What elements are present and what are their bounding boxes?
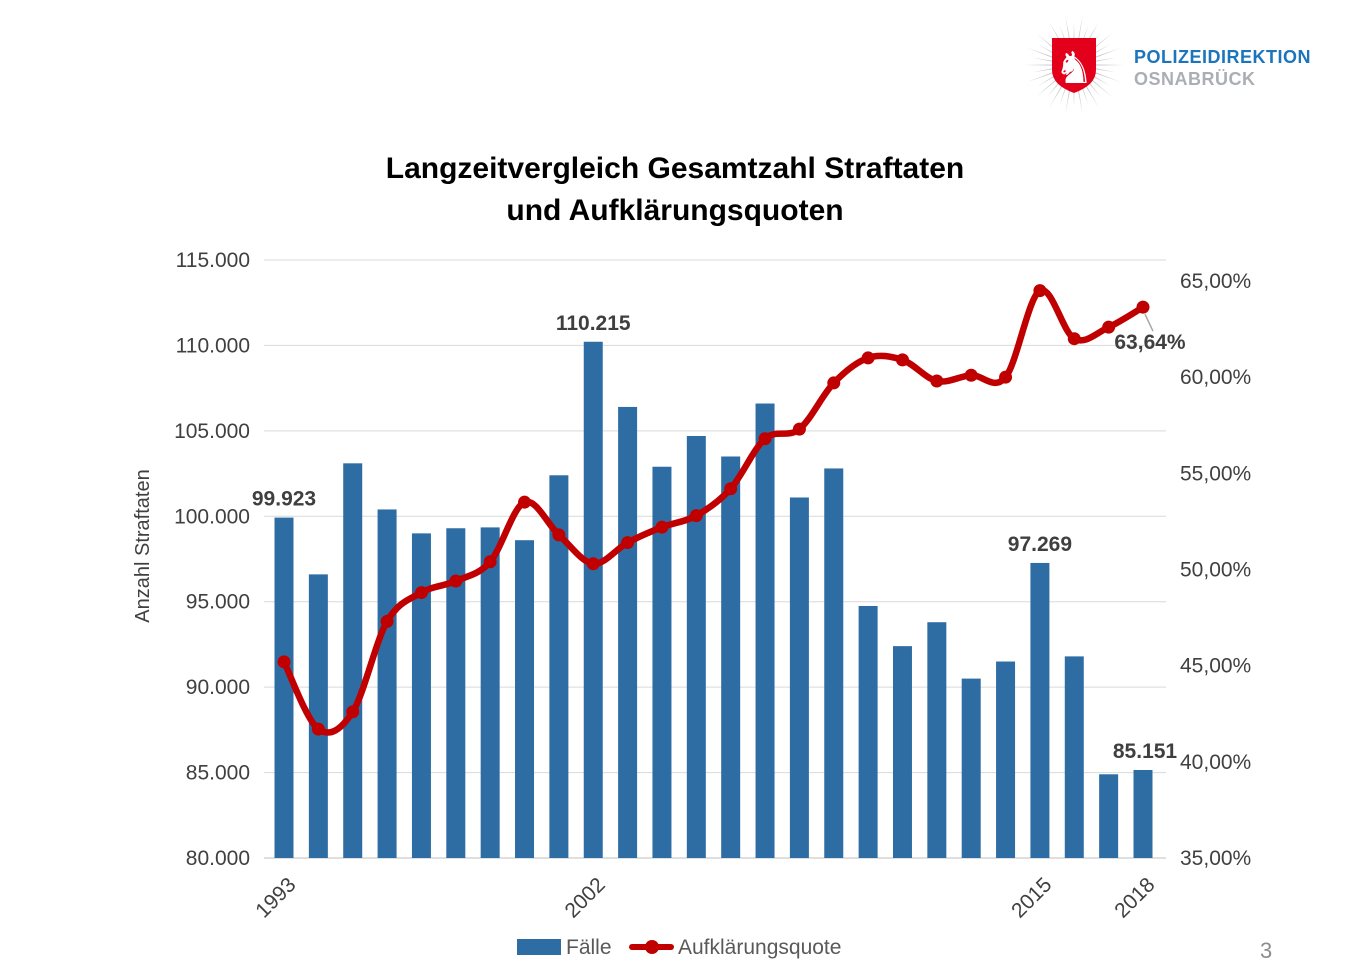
point-1993 (277, 655, 291, 669)
point-1994 (311, 722, 325, 736)
bar-2002 (583, 341, 603, 859)
point-1995 (346, 705, 360, 719)
bar-1997 (411, 533, 431, 858)
left-axis-tick: 115.000 (176, 249, 250, 272)
point-2014 (999, 370, 1013, 384)
y-axis-title: Anzahl Straftaten (132, 469, 154, 622)
point-2005 (689, 509, 703, 523)
point-2013 (964, 368, 978, 382)
bar-2004 (652, 466, 672, 858)
point-2018 (1136, 300, 1150, 314)
data-label-leader-line (1144, 313, 1154, 332)
point-2016 (1067, 332, 1081, 346)
bar-2018 (1133, 769, 1153, 858)
point-2000 (518, 495, 532, 509)
bar-1995 (343, 463, 363, 858)
right-axis-tick: 50,00% (1180, 559, 1251, 582)
point-2007 (758, 432, 772, 446)
legend-label-cases: Fälle (566, 936, 612, 959)
bar-2012 (927, 622, 947, 858)
point-2002 (586, 557, 600, 571)
point-1997 (414, 586, 428, 600)
legend-label-clearance-rate: Aufklärungsquote (678, 936, 842, 959)
org-name-line1: POLIZEIDIREKTION (1134, 47, 1312, 67)
bar-2013 (961, 678, 981, 858)
org-name-line2: OSNABRÜCK (1134, 69, 1256, 89)
point-2012 (930, 374, 944, 388)
police-logo: ♞ POLIZEIDIREKTION OSNABRÜCK (1018, 8, 1348, 118)
point-2008 (792, 422, 806, 436)
data-label-clearance-rate-2018: 63,64% (1114, 331, 1186, 354)
left-axis-tick: 90.000 (186, 676, 250, 699)
bar-2017 (1099, 774, 1119, 858)
right-axis-tick: 60,00% (1180, 366, 1251, 389)
bar-1993 (274, 517, 294, 858)
bar-2008 (789, 497, 809, 858)
point-2001 (552, 528, 566, 542)
left-axis-tick: 105.000 (174, 420, 250, 443)
data-label-2002: 110.215 (556, 312, 631, 335)
bar-1999 (480, 527, 500, 858)
x-axis-tick-2002: 2002 (560, 873, 609, 922)
police-star-logo: ♞ (1024, 15, 1124, 115)
chart-title-line1: Langzeitvergleich Gesamtzahl Straftaten (385, 152, 965, 185)
point-2004 (655, 520, 669, 534)
point-2011 (895, 353, 909, 367)
left-axis-tick: 85.000 (186, 762, 250, 785)
point-1998 (449, 574, 463, 588)
right-axis-tick: 40,00% (1180, 751, 1251, 774)
bar-2001 (549, 475, 569, 858)
point-2006 (724, 482, 738, 496)
bar-2009 (824, 468, 844, 858)
bar-2010 (858, 605, 878, 858)
point-1999 (483, 555, 497, 569)
bar-2005 (686, 435, 706, 858)
chart-title: Langzeitvergleich Gesamtzahl Straftaten … (270, 148, 1080, 232)
bar-2007 (755, 403, 775, 858)
left-axis-tick: 100.000 (174, 505, 250, 528)
right-axis-tick: 65,00% (1180, 270, 1251, 293)
x-axis-tick-2015: 2015 (1007, 873, 1056, 922)
point-2010 (861, 351, 875, 365)
x-axis-tick-2018: 2018 (1110, 873, 1159, 922)
horse-icon: ♞ (1054, 43, 1093, 94)
bar-1996 (377, 509, 397, 858)
point-2003 (621, 536, 635, 550)
point-2015 (1033, 284, 1047, 298)
right-axis-tick: 45,00% (1180, 655, 1251, 678)
shield-icon (1052, 38, 1096, 93)
bar-1998 (446, 528, 466, 858)
bar-2016 (1064, 656, 1084, 858)
point-2017 (1102, 320, 1116, 334)
point-2009 (827, 376, 841, 390)
left-axis-tick: 80.000 (186, 847, 250, 870)
left-axis-tick: 110.000 (176, 334, 250, 357)
left-axis-tick: 95.000 (186, 591, 250, 614)
bar-1994 (308, 574, 328, 858)
data-label-2018: 85.151 (1113, 740, 1178, 763)
page-number: 3 (1260, 938, 1273, 963)
data-label-2015: 97.269 (1008, 533, 1072, 556)
bar-2003 (618, 406, 638, 858)
chart-title-line2: und Aufklärungsquoten (506, 194, 844, 227)
bar-2006 (721, 456, 741, 858)
bar-2011 (892, 646, 912, 858)
right-axis-tick: 35,00% (1180, 847, 1251, 870)
x-axis-tick-1993: 1993 (251, 873, 300, 922)
point-1996 (380, 614, 394, 628)
legend-swatch-cases (517, 939, 561, 955)
bar-2014 (996, 661, 1016, 858)
bar-2015 (1030, 562, 1050, 858)
legend-line-dot (645, 940, 659, 954)
right-axis-tick: 55,00% (1180, 462, 1251, 485)
data-label-1993: 99.923 (252, 488, 316, 511)
bar-2000 (515, 540, 535, 858)
